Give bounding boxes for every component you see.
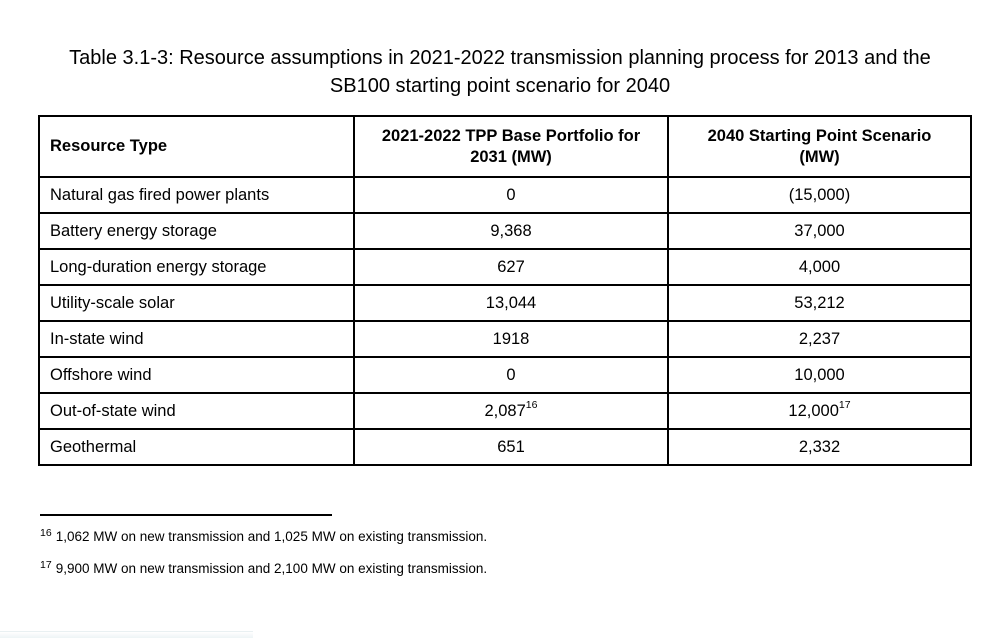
- header-base-portfolio-line2: 2031 (MW): [470, 147, 552, 166]
- cell-base-portfolio: 0: [353, 356, 669, 394]
- cell-base-portfolio: 0: [353, 176, 669, 214]
- header-starting-point-2040: 2040 Starting Point Scenario (MW): [667, 115, 972, 178]
- cell-text: 2,332: [798, 437, 841, 456]
- table-body: Natural gas fired power plants 0 (15,000…: [38, 176, 972, 466]
- cell-base-portfolio: 627: [353, 248, 669, 286]
- cell-base-portfolio: 651: [353, 428, 669, 466]
- table-row-in-state-wind: In-state wind 1918 2,237: [38, 320, 972, 358]
- cell-text: Long-duration energy storage: [50, 257, 267, 276]
- cell-text: Geothermal: [50, 437, 137, 456]
- header-starting-point-line1: 2040 Starting Point Scenario: [707, 126, 932, 145]
- cell-resource-type: Utility-scale solar: [38, 284, 355, 322]
- cell-base-portfolio: 2,08716: [353, 392, 669, 430]
- cell-text: 13,044: [485, 293, 537, 312]
- cell-resource-type: Geothermal: [38, 428, 355, 466]
- cell-text: 627: [497, 257, 525, 276]
- table-header-row: Resource Type 2021-2022 TPP Base Portfol…: [38, 115, 972, 178]
- cell-text: 1918: [492, 329, 530, 348]
- page-title-line2: SB100 starting point scenario for 2040: [329, 75, 671, 97]
- cell-text: 12,000: [788, 401, 839, 420]
- cell-text: 53,212: [794, 293, 845, 312]
- table-row-out-of-state-wind: Out-of-state wind 2,08716 12,00017: [38, 392, 972, 430]
- header-base-portfolio-line1: 2021-2022 TPP Base Portfolio for: [381, 126, 641, 145]
- cell-text: Out-of-state wind: [50, 401, 176, 420]
- cell-resource-type: Offshore wind: [38, 356, 355, 394]
- resource-assumptions-table: Resource Type 2021-2022 TPP Base Portfol…: [38, 115, 972, 466]
- cell-starting-point: 37,000: [667, 212, 972, 250]
- table-row-battery-storage: Battery energy storage 9,368 37,000: [38, 212, 972, 250]
- cell-text: 10,000: [794, 365, 845, 384]
- table-row-natural-gas: Natural gas fired power plants 0 (15,000…: [38, 176, 972, 214]
- table-header: Resource Type 2021-2022 TPP Base Portfol…: [38, 115, 972, 178]
- cell-starting-point: 10,000: [667, 356, 972, 394]
- footnote-16-text: 1,062 MW on new transmission and 1,025 M…: [55, 529, 488, 544]
- cell-resource-type: Out-of-state wind: [38, 392, 355, 430]
- cell-starting-point: 12,00017: [667, 392, 972, 430]
- cell-text: (15,000): [788, 185, 851, 204]
- bottom-edge-strip: [0, 631, 253, 638]
- cell-base-portfolio: 13,044: [353, 284, 669, 322]
- footnote-ref-16: 16: [525, 399, 538, 411]
- table-row-geothermal: Geothermal 651 2,332: [38, 428, 972, 466]
- cell-text: 0: [506, 185, 516, 204]
- cell-text: In-state wind: [50, 329, 144, 348]
- table-row-utility-solar: Utility-scale solar 13,044 53,212: [38, 284, 972, 322]
- header-starting-point-line2: (MW): [799, 147, 840, 166]
- table-row-offshore-wind: Offshore wind 0 10,000: [38, 356, 972, 394]
- cell-text: 9,368: [490, 221, 532, 240]
- cell-starting-point: 2,332: [667, 428, 972, 466]
- footnote-ref-17: 17: [838, 399, 851, 411]
- footnote-17-text: 9,900 MW on new transmission and 2,100 M…: [55, 561, 488, 576]
- cell-starting-point: 4,000: [667, 248, 972, 286]
- cell-resource-type: Natural gas fired power plants: [38, 176, 355, 214]
- footnote-16: 16 1,062 MW on new transmission and 1,025…: [40, 526, 488, 546]
- cell-text: Utility-scale solar: [50, 293, 175, 312]
- header-resource-type-label: Resource Type: [50, 137, 168, 155]
- cell-text: 651: [497, 437, 525, 456]
- header-resource-type: Resource Type: [38, 115, 355, 178]
- cell-resource-type: Long-duration energy storage: [38, 248, 355, 286]
- footnote-17: 17 9,900 MW on new transmission and 2,100…: [40, 558, 488, 578]
- cell-starting-point: 2,237: [667, 320, 972, 358]
- cell-text: Natural gas fired power plants: [50, 185, 270, 204]
- cell-base-portfolio: 9,368: [353, 212, 669, 250]
- page-title-line1: Table 3.1-3: Resource assumptions in 202…: [69, 47, 931, 69]
- cell-text: Offshore wind: [50, 365, 152, 384]
- footnote-17-marker: 17: [40, 558, 52, 571]
- cell-base-portfolio: 1918: [353, 320, 669, 358]
- footnote-separator-line: [40, 514, 332, 516]
- page-title: Table 3.1-3: Resource assumptions in 202…: [30, 44, 970, 100]
- cell-resource-type: Battery energy storage: [38, 212, 355, 250]
- cell-starting-point: 53,212: [667, 284, 972, 322]
- cell-text: 37,000: [794, 221, 845, 240]
- cell-text: Battery energy storage: [50, 221, 217, 240]
- cell-starting-point: (15,000): [667, 176, 972, 214]
- cell-text: 0: [506, 365, 516, 384]
- header-base-portfolio-2031: 2021-2022 TPP Base Portfolio for 2031 (M…: [353, 115, 669, 178]
- cell-text: 2,087: [484, 401, 526, 420]
- cell-text: 4,000: [798, 257, 841, 276]
- cell-resource-type: In-state wind: [38, 320, 355, 358]
- table-row-long-duration-storage: Long-duration energy storage 627 4,000: [38, 248, 972, 286]
- footnote-16-marker: 16: [40, 526, 52, 539]
- cell-text: 2,237: [798, 329, 841, 348]
